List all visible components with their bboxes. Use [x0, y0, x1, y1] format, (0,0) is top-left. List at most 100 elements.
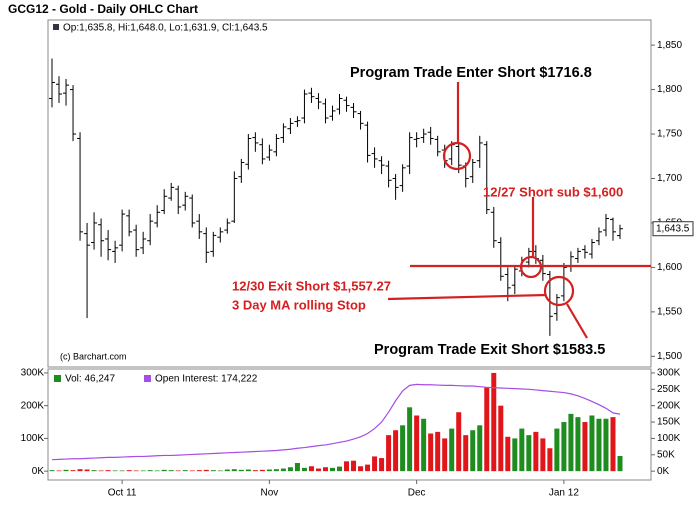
price-panel	[47, 19, 652, 368]
volume-bar	[358, 466, 364, 472]
y2-tick-label: 150K	[657, 417, 681, 428]
x-tick-label: Dec	[408, 488, 426, 499]
volume-bar	[161, 469, 167, 472]
y-tick-label: 1,500	[657, 351, 682, 362]
volume-bar	[49, 470, 55, 472]
volume-bar	[294, 462, 300, 472]
volume-bar	[252, 470, 258, 472]
volume-bar	[259, 469, 265, 472]
volume-bar	[133, 470, 139, 472]
volume-bar	[442, 438, 448, 472]
volume-bar	[315, 468, 321, 472]
volume-bar	[449, 428, 455, 472]
volume-bar	[519, 428, 525, 472]
volume-bar	[596, 418, 602, 472]
y-tick-label: 1,850	[657, 40, 682, 51]
volume-bar	[203, 469, 209, 472]
volume-bar	[91, 470, 97, 472]
volume-bar	[266, 469, 272, 472]
volume-bar	[386, 435, 392, 472]
volume-bar	[617, 456, 623, 472]
volume-bar	[393, 430, 399, 472]
volume-bar	[112, 470, 118, 472]
y-tick-label: 1,600	[657, 262, 682, 273]
legend-swatch	[54, 375, 61, 382]
volume-bar	[512, 438, 518, 472]
y-tick-label: 1,700	[657, 173, 682, 184]
open-interest-line	[51, 383, 621, 461]
y2-tick-label: 50K	[657, 449, 675, 460]
volume-bar	[589, 415, 595, 472]
annotation: 3 Day MA rolling Stop	[232, 297, 366, 312]
volume-bar	[505, 436, 511, 472]
y2-tick-label: 200K	[657, 400, 681, 411]
volume-bar	[147, 470, 153, 472]
volume-bar	[189, 470, 195, 472]
volume-bar	[175, 470, 181, 472]
y2-tick-label: 300K	[657, 368, 681, 379]
readout-swatch	[53, 24, 59, 30]
arrow-line	[566, 303, 588, 339]
volume-bar	[98, 470, 104, 472]
volume-bar	[105, 470, 111, 472]
volume-bar	[119, 470, 125, 472]
x-tick-label: Nov	[260, 488, 278, 499]
volume-bar	[70, 470, 76, 472]
x-tick-label: Oct 11	[108, 488, 137, 499]
y-tick-label: 1,750	[657, 129, 682, 140]
annotation: 12/27 Short sub $1,600	[483, 184, 623, 199]
volume-bar	[561, 422, 567, 472]
volume-bar	[526, 435, 532, 472]
stop-line	[387, 293, 547, 301]
volume-bar	[568, 413, 574, 472]
y2-tick-label: 100K	[657, 433, 681, 444]
ohlc-readout: Op:1,635.8, Hi:1,648.0, Lo:1,631.9, Cl:1…	[63, 23, 268, 34]
volume-bar	[400, 425, 406, 472]
volume-bar	[126, 470, 132, 472]
volume-bar	[210, 470, 216, 472]
volume-bar	[463, 435, 469, 472]
volume-bar	[77, 469, 83, 472]
volume-bar	[280, 468, 286, 472]
volume-bar	[337, 466, 343, 472]
volume-bar	[435, 431, 441, 472]
volume-bar	[603, 418, 609, 472]
volume-bar	[245, 469, 251, 472]
volume-bar	[575, 417, 581, 472]
volume-bar	[351, 460, 357, 472]
volume-bar	[140, 470, 146, 472]
marker-circle	[543, 275, 575, 307]
annotation: Program Trade Enter Short $1716.8	[350, 65, 592, 81]
volume-bar	[238, 469, 244, 472]
volume-bar	[379, 458, 385, 472]
credit: (c) Barchart.com	[60, 351, 127, 361]
volume-bar	[421, 418, 427, 472]
plot: 1,5001,5501,6001,6501,7001,7501,8001,850…	[21, 40, 694, 499]
volume-bar	[491, 372, 497, 472]
volume-bar	[484, 387, 490, 472]
volume-bar	[154, 470, 160, 472]
volume-bar	[308, 466, 314, 472]
chart-title: GCG12 - Gold - Daily OHLC Chart	[8, 2, 198, 16]
volume-bars	[49, 372, 623, 472]
volume-bar	[287, 467, 293, 472]
legend-label: Open Interest: 174,222	[155, 374, 258, 385]
y-tick-label: 1,550	[657, 307, 682, 318]
volume-bar	[582, 422, 588, 472]
volume-bar	[456, 412, 462, 472]
volume-bar	[372, 456, 378, 472]
volume-bar	[273, 469, 279, 472]
y-tick-label: 0K	[32, 466, 45, 477]
volume-bar	[477, 425, 483, 472]
y-tick-label: 1,800	[657, 84, 682, 95]
y-tick-label: 300K	[21, 368, 45, 379]
volume-bar	[224, 469, 230, 472]
volume-bar	[470, 430, 476, 472]
volume-bar	[56, 470, 62, 472]
marker-circle	[442, 141, 472, 171]
annotation: 12/30 Exit Short $1,557.27	[232, 278, 391, 293]
volume-bar	[329, 467, 335, 472]
volume-bar	[322, 467, 328, 472]
volume-panel	[47, 368, 652, 481]
